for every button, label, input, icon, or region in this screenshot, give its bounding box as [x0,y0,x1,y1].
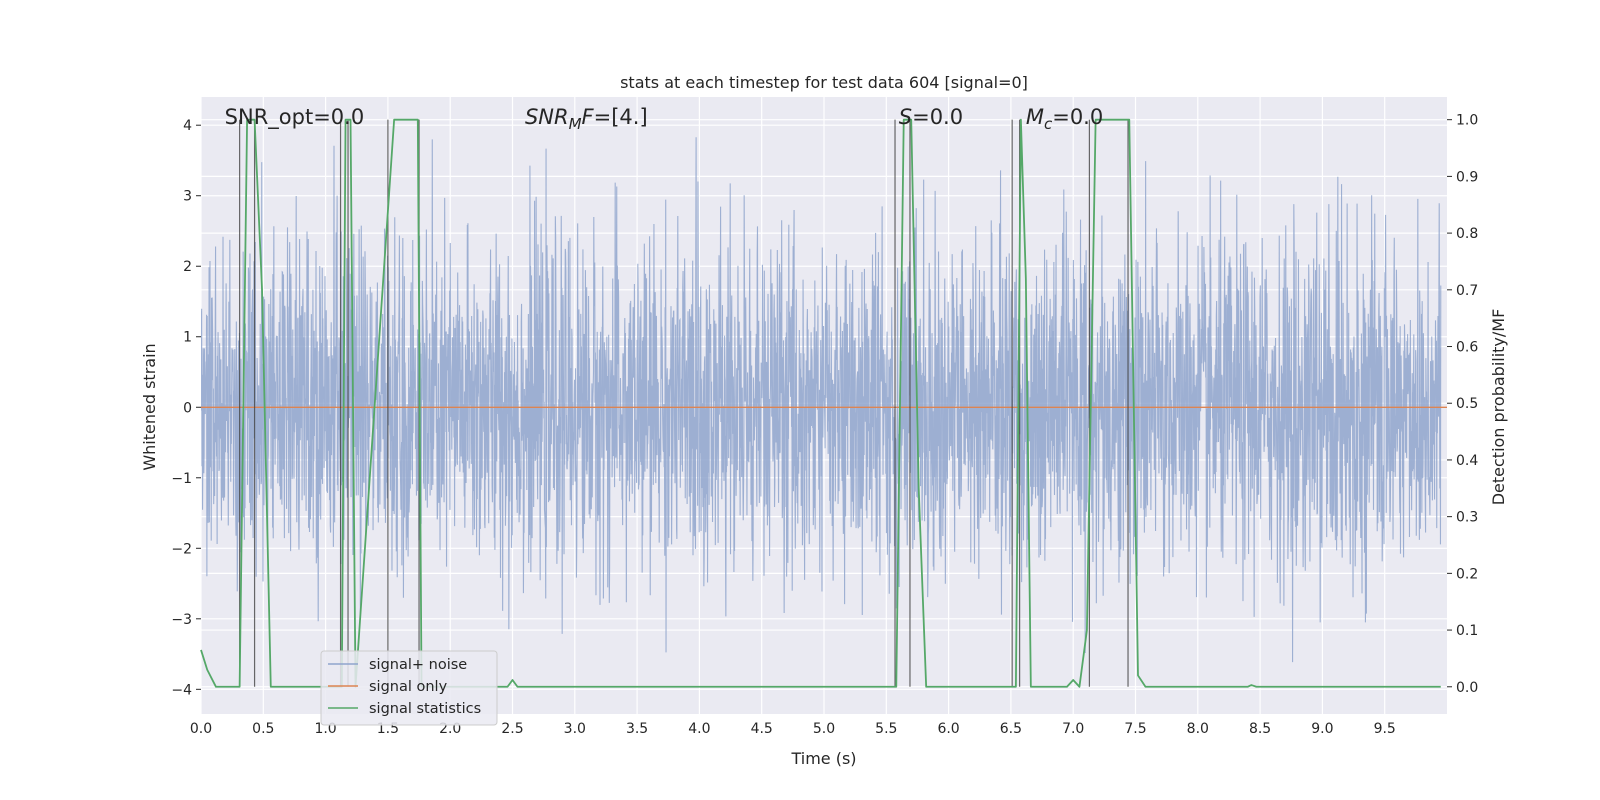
annotation-part: M [1026,105,1044,129]
x-tick-label: 6.0 [937,721,959,737]
series-signal-noise [201,137,1442,663]
x-axis-label: Time (s) [790,749,856,768]
y2-tick-label: 0.3 [1456,510,1478,526]
y-tick-label: −4 [171,682,192,698]
x-tick-label: 3.5 [626,721,648,737]
x-tick-label: 4.5 [751,721,773,737]
legend-box [320,650,498,726]
y2-tick-label: 1.0 [1456,113,1478,129]
x-axis-ticks: 0.0 0.5 1.0 1.5 2.0 2.5 3.0 3.5 4.0 4.5 5.0 5.5 6.0 6… [190,721,1396,737]
annotation-part: =0.0 [912,105,963,129]
annotations: SNR_opt=0.0 SNRMF=[4.] S=0.0 Mc=0.0 [225,105,1104,133]
y2-axis-ticks: 1.0 0.9 0.8 0.7 0.6 0.5 0.4 0.3 0.2 0.1 0.0 [1447,113,1478,696]
legend-label-signal-only: signal only [369,679,448,695]
x-tick-label: 0.0 [190,721,212,737]
y-axis-label: Whitened strain [140,343,159,470]
y-tick-label: 1 [183,330,192,346]
legend-label-signal-statistics: signal statistics [369,701,481,717]
y2-tick-label: 0.9 [1456,169,1478,185]
y2-tick-label: 0.8 [1456,226,1478,242]
y2-tick-label: 0.6 [1456,340,1478,356]
y2-tick-label: 0.0 [1456,680,1478,696]
x-tick-label: 7.0 [1062,721,1084,737]
x-tick-label: 2.5 [501,721,523,737]
x-tick-label: 5.5 [875,721,897,737]
y2-tick-label: 0.1 [1456,623,1478,639]
annotation-text: SNR_opt=0.0 [225,105,365,130]
x-tick-label: 3.0 [564,721,586,737]
x-tick-label: 6.5 [1000,721,1022,737]
x-tick-label: 8.0 [1187,721,1209,737]
annotation-text: Mc=0.0 [1026,105,1103,133]
annotation-part: =[4.] [594,105,648,129]
y2-tick-label: 0.4 [1456,453,1478,469]
y2-tick-label: 0.7 [1456,283,1478,299]
x-tick-label: 7.5 [1124,721,1146,737]
annotation-part: c [1044,115,1053,133]
annotation-part: SNR [525,105,569,129]
y-tick-label: −2 [171,541,192,557]
y2-axis-label: Detection probability/MF [1489,309,1508,506]
x-tick-label: 5.0 [813,721,835,737]
legend-label-signal-noise: signal+ noise [369,657,467,673]
x-tick-label: 8.5 [1249,721,1271,737]
y-tick-label: 4 [183,118,192,134]
legend: signal+ noise signal only signal statist… [320,650,498,726]
x-tick-label: 0.5 [252,721,274,737]
annotation-text: SNRMF=[4.] [525,105,648,133]
y2-tick-label: 0.2 [1456,566,1478,582]
annotation-text: S=0.0 [899,105,963,129]
x-tick-label: 4.0 [688,721,710,737]
annotation-part: F [582,105,595,129]
annotation-part: M [569,115,582,133]
x-tick-label: 9.0 [1311,721,1333,737]
series-signal-statistics [200,118,1441,688]
y-tick-label: −3 [171,612,192,628]
annotation-part: =0.0 [1052,105,1103,129]
signal-noise-line [201,137,1442,663]
y-tick-label: 2 [183,259,192,275]
y-tick-label: 0 [183,400,192,416]
signal-statistics-line [200,118,1441,688]
y-axis-ticks: 4 3 2 1 0 −1 −2 −3 −4 [171,118,201,698]
annotation-part: S [899,105,912,129]
y-tick-label: −1 [171,471,192,487]
y-tick-label: 3 [183,189,192,205]
chart-title: stats at each timestep for test data 604… [620,73,1028,92]
y2-tick-label: 0.5 [1456,396,1478,412]
x-tick-label: 9.5 [1374,721,1396,737]
